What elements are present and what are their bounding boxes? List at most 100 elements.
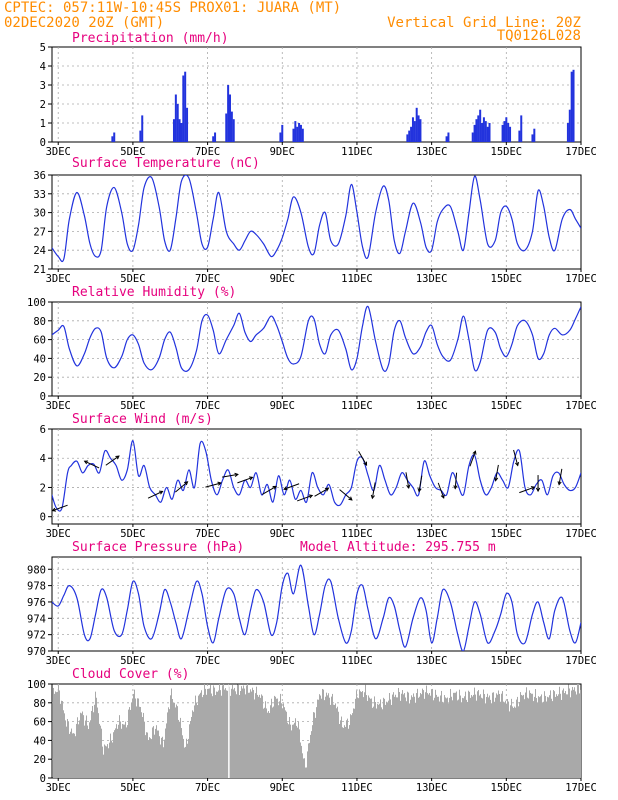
precip-bar — [214, 132, 217, 142]
cloud-column — [67, 718, 68, 778]
cloud-column — [456, 691, 457, 778]
wind-arrow-shaft — [405, 472, 410, 489]
cloud-column — [230, 695, 231, 778]
cloud-column — [406, 701, 407, 778]
precip-bar — [507, 123, 510, 142]
cloud-column — [165, 728, 166, 778]
panel-title: Surface Pressure (hPa) — [72, 540, 244, 555]
cloud-column — [65, 720, 66, 778]
precipitation-panel: Precipitation (mm/h) 0 1 2 3 4 5 3DEC 5DEC 7DEC 9D… — [40, 31, 597, 158]
cloud-column — [512, 706, 513, 778]
precip-bar — [518, 130, 521, 142]
cloud-column — [379, 703, 380, 778]
header-grid-line-note: Vertical Grid Line: 20Z — [387, 15, 581, 31]
wind-arrow-shaft — [105, 455, 120, 466]
precip-bar — [447, 132, 450, 142]
wind-arrow-head — [535, 487, 541, 493]
x-tick-label: 9DEC — [270, 528, 295, 540]
cloud-column — [174, 702, 175, 778]
cloud-column — [346, 720, 347, 778]
cloud-column — [324, 700, 325, 778]
cloud-column — [446, 698, 447, 778]
header-location: CPTEC: 057:11W-10:45S PROX01: JUARA (MT) — [4, 0, 341, 16]
y-tick-label: 0 — [40, 137, 46, 149]
precip-bar — [481, 123, 484, 142]
cloud-column — [481, 697, 482, 778]
x-tick-label: 7DEC — [195, 655, 220, 667]
cloud-column — [502, 691, 503, 778]
cloud-column — [476, 700, 477, 778]
cloud-column — [77, 717, 78, 778]
cloud-column — [425, 692, 426, 778]
cloud-column — [146, 732, 147, 778]
cloud-column — [525, 692, 526, 778]
cloud-column — [83, 715, 84, 778]
cloud-column — [329, 697, 330, 778]
cloud-column — [214, 687, 215, 778]
wind-arrow-head — [51, 507, 57, 512]
wind-arrow-shaft — [222, 473, 238, 478]
x-tick-label: 9DEC — [270, 400, 295, 412]
cloud-column — [359, 689, 360, 778]
cloud-column — [252, 687, 253, 778]
cloud-column — [162, 736, 163, 778]
rh-series-line — [52, 305, 581, 372]
cloud-column — [163, 747, 164, 778]
cloud-column — [79, 720, 80, 778]
cloud-column — [537, 702, 538, 778]
cloud-column — [223, 684, 224, 778]
cloud-column — [499, 693, 500, 778]
cloud-column — [444, 695, 445, 778]
cloud-column — [195, 695, 196, 778]
cloud-column — [334, 704, 335, 778]
wind-arrow-shaft — [283, 483, 300, 490]
precip-bar — [486, 126, 489, 142]
cloud-column — [400, 700, 401, 778]
cloud-column — [429, 692, 430, 778]
x-tick-label: 11DEC — [341, 782, 373, 794]
wind-arrow-shaft — [469, 451, 476, 467]
precip-bar — [184, 71, 187, 142]
cloud-column — [371, 698, 372, 778]
cloud-column — [141, 712, 142, 778]
y-tick-label: 0 — [40, 773, 46, 785]
cloud-column — [423, 690, 424, 778]
panel-frame — [51, 46, 582, 143]
cloud-column — [259, 694, 260, 778]
cloud-column — [333, 704, 334, 778]
cloud-column — [54, 693, 55, 778]
cloud-column — [428, 694, 429, 778]
humidity-panel: Relative Humidity (%) 0 20 40 60 80 100 3DEC 5DE… — [27, 285, 597, 412]
precip-bar — [475, 119, 478, 142]
cloud-column — [331, 696, 332, 778]
cloud-column — [169, 709, 170, 778]
cloud-column — [207, 688, 208, 778]
cloud-column — [56, 692, 57, 778]
cloud-column — [552, 701, 553, 778]
cloud-column — [178, 719, 179, 778]
precip-bar — [570, 71, 573, 142]
precip-bar — [292, 128, 295, 142]
cloud-column — [503, 701, 504, 778]
cloud-column — [278, 705, 279, 778]
cloud-column — [140, 706, 141, 778]
cloud-column — [378, 704, 379, 778]
cloud-column — [494, 701, 495, 778]
x-tick-label: 5DEC — [120, 782, 145, 794]
cloud-column — [435, 689, 436, 778]
cloud-column — [529, 690, 530, 778]
cloud-column — [374, 696, 375, 778]
cloud-column — [78, 724, 79, 778]
cloud-column — [74, 733, 75, 778]
cloud-column — [459, 689, 460, 778]
x-tick-label: 3DEC — [46, 655, 71, 667]
wind-arrow-head — [272, 485, 278, 490]
wind-arrow-shaft — [174, 481, 188, 493]
cloud-column — [84, 725, 85, 778]
precip-bar — [141, 115, 144, 142]
y-tick-label: 40 — [33, 735, 46, 747]
cloud-column — [461, 702, 462, 778]
cloud-column — [265, 701, 266, 778]
cloud-column — [417, 688, 418, 778]
wind-arrow-shaft — [371, 482, 376, 499]
